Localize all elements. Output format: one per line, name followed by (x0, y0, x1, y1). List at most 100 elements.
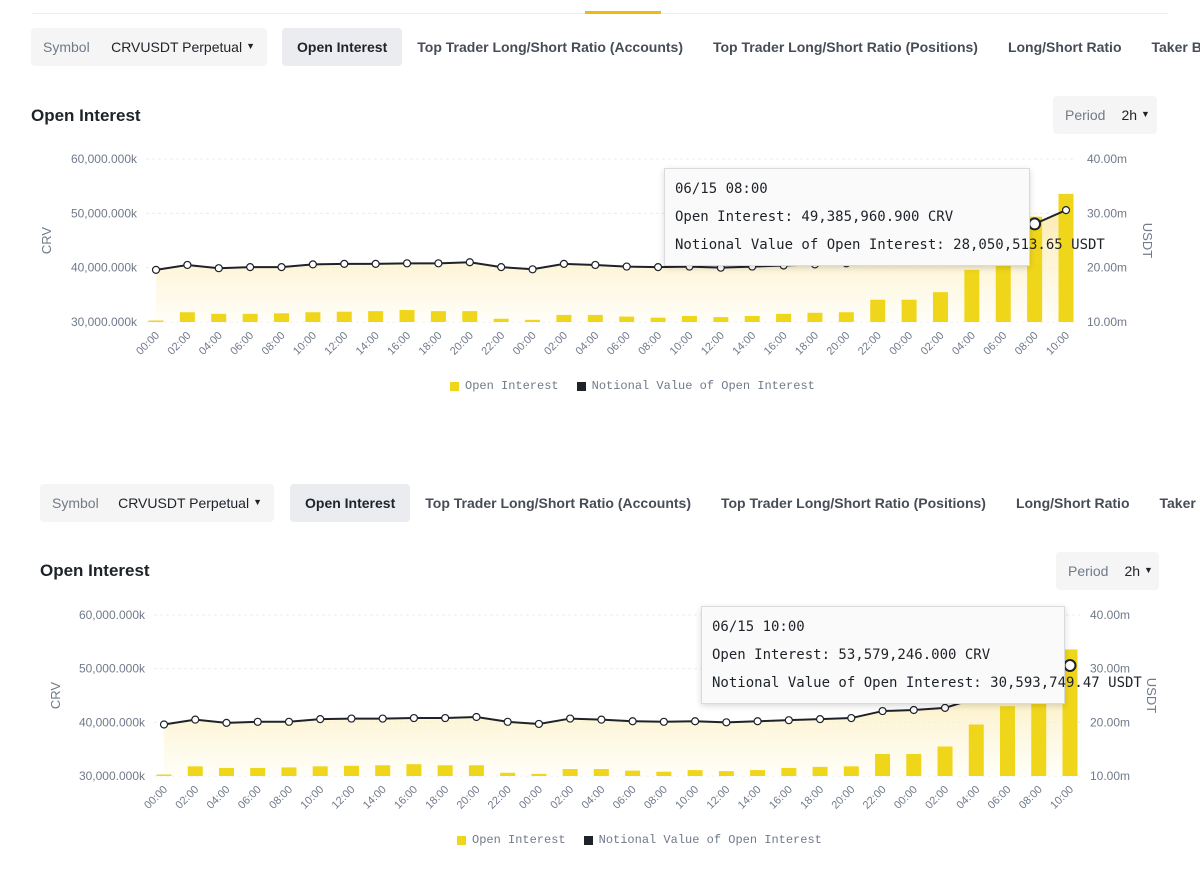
y2-tick-label: 10.00m (1090, 769, 1130, 783)
x-tick-label: 06:00 (981, 330, 1009, 358)
x-tick-label: 12:00 (705, 784, 733, 812)
open-interest-bar (875, 754, 890, 776)
legend-item-open-interest[interactable]: Open Interest (457, 833, 566, 847)
legend-item-open-interest[interactable]: Open Interest (450, 379, 559, 393)
open-interest-bar (964, 270, 979, 322)
tab-long-short-ratio[interactable]: Long/Short Ratio (1001, 484, 1145, 522)
x-tick-label: 14:00 (736, 784, 764, 812)
y2-tick-label: 30.00m (1090, 662, 1130, 676)
open-interest-bar (500, 773, 515, 776)
x-tick-label: 10:00 (668, 330, 696, 358)
x-tick-label: 20:00 (825, 330, 853, 358)
legend-item-notional[interactable]: Notional Value of Open Interest (577, 379, 815, 393)
x-tick-label: 08:00 (1013, 330, 1041, 358)
y2-tick-label: 20.00m (1087, 261, 1127, 275)
open-interest-bar (563, 769, 578, 776)
x-tick-label: 02:00 (166, 330, 194, 358)
y-axis-title: CRV (48, 682, 63, 710)
x-tick-label: 00:00 (887, 330, 915, 358)
open-interest-bar (281, 767, 296, 776)
x-tick-label: 18:00 (793, 330, 821, 358)
x-tick-label: 06:00 (605, 330, 633, 358)
open-interest-bar (462, 311, 477, 322)
open-interest-bar (969, 724, 984, 776)
x-tick-label: 16:00 (762, 330, 790, 358)
legend-swatch-line (584, 836, 593, 845)
y2-axis-title: USDT (1140, 223, 1155, 258)
y2-tick-label: 40.00m (1087, 152, 1127, 166)
notional-point (379, 715, 386, 722)
y2-tick-label: 40.00m (1090, 608, 1130, 622)
notional-point (785, 717, 792, 724)
notional-point (254, 718, 261, 725)
notional-point (1063, 207, 1070, 214)
open-interest-bar (870, 300, 885, 322)
notional-point (692, 718, 699, 725)
notional-point (372, 260, 379, 267)
notional-point (341, 260, 348, 267)
open-interest-bar (656, 772, 671, 776)
open-interest-panel-2: Symbol CRVUSDT Perpetual ▼ Open Interest… (0, 456, 1200, 876)
open-interest-bar (274, 313, 289, 322)
x-tick-label: 00:00 (134, 330, 162, 358)
tab-open-interest[interactable]: Open Interest (282, 28, 402, 66)
x-tick-label: 06:00 (611, 784, 639, 812)
open-interest-bar (588, 315, 603, 322)
notional-point (910, 706, 917, 713)
symbol-selector[interactable]: Symbol CRVUSDT Perpetual ▼ (40, 484, 274, 522)
symbol-value: CRVUSDT Perpetual (111, 39, 242, 55)
x-tick-label: 14:00 (361, 784, 389, 812)
y-tick-label: 40,000.000k (79, 715, 146, 729)
symbol-selector[interactable]: Symbol CRVUSDT Perpetual ▼ (31, 28, 267, 66)
legend-item-notional[interactable]: Notional Value of Open Interest (584, 833, 822, 847)
y-tick-label: 50,000.000k (71, 206, 138, 220)
tab-top-trader-accounts[interactable]: Top Trader Long/Short Ratio (Accounts) (410, 484, 706, 522)
notional-point (629, 718, 636, 725)
notional-point (223, 719, 230, 726)
x-tick-label: 10:00 (298, 784, 326, 812)
open-interest-bar (745, 316, 760, 322)
period-value: 2h (1121, 107, 1137, 123)
tab-taker-buy-sell[interactable]: Taker Buy/Sel (1137, 28, 1200, 66)
x-tick-label: 16:00 (392, 784, 420, 812)
legend-label-open-interest: Open Interest (472, 833, 566, 847)
tooltip-open-interest: Open Interest: 49,385,960.900 CRV (675, 203, 1019, 231)
open-interest-bar (531, 774, 546, 776)
chart-legend: Open Interest Notional Value of Open Int… (457, 833, 840, 847)
tab-top-trader-accounts[interactable]: Top Trader Long/Short Ratio (Accounts) (402, 28, 698, 66)
period-selector[interactable]: Period 2h ▼ (1056, 552, 1159, 590)
open-interest-bar (839, 312, 854, 322)
notional-point (598, 716, 605, 723)
open-interest-bar (406, 764, 421, 776)
tab-top-trader-positions[interactable]: Top Trader Long/Short Ratio (Positions) (698, 28, 993, 66)
y2-tick-label: 30.00m (1087, 206, 1127, 220)
x-tick-label: 12:00 (699, 330, 727, 358)
x-tick-label: 16:00 (767, 784, 795, 812)
notional-point (215, 265, 222, 272)
x-tick-label: 12:00 (330, 784, 358, 812)
y2-tick-label: 10.00m (1087, 315, 1127, 329)
notional-point (529, 266, 536, 273)
x-tick-label: 04:00 (573, 330, 601, 358)
open-interest-bar (149, 321, 164, 323)
period-selector[interactable]: Period 2h ▼ (1053, 96, 1157, 134)
caret-down-icon: ▼ (253, 497, 262, 507)
notional-point (848, 715, 855, 722)
open-interest-bar (844, 766, 859, 776)
open-interest-panel-1: Symbol CRVUSDT Perpetual ▼ Open Interest… (0, 0, 1200, 420)
legend-swatch-bar (457, 836, 466, 845)
tab-open-interest[interactable]: Open Interest (290, 484, 410, 522)
open-interest-bar (625, 771, 640, 776)
open-interest-bar (180, 312, 195, 322)
open-interest-bar (431, 311, 446, 322)
x-tick-label: 14:00 (730, 330, 758, 358)
open-interest-bar (157, 775, 172, 777)
open-interest-bar (337, 312, 352, 322)
tab-long-short-ratio[interactable]: Long/Short Ratio (993, 28, 1137, 66)
x-tick-label: 10:00 (673, 784, 701, 812)
tab-top-trader-positions[interactable]: Top Trader Long/Short Ratio (Positions) (706, 484, 1001, 522)
y-tick-label: 30,000.000k (79, 769, 146, 783)
x-tick-label: 22:00 (486, 784, 514, 812)
tab-taker-buy-sell[interactable]: Taker Buy/Sel (1145, 484, 1200, 522)
open-interest-bar (368, 311, 383, 322)
